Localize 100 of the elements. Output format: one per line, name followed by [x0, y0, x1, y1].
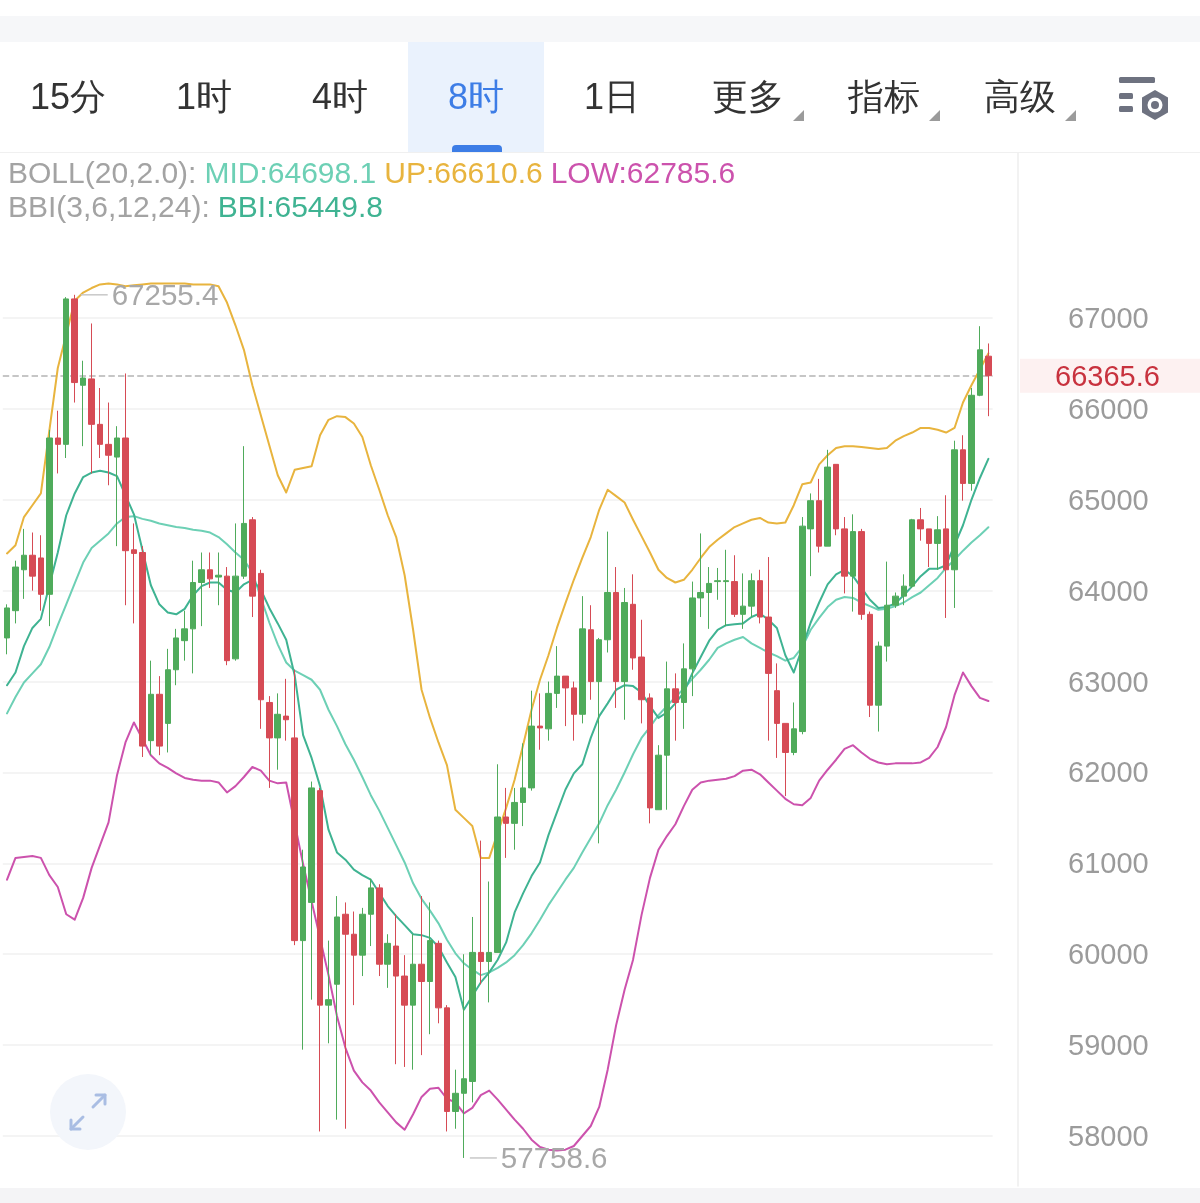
candlestick — [588, 604, 594, 701]
candlestick — [12, 560, 19, 624]
candlestick — [791, 701, 797, 756]
candlestick — [604, 531, 611, 653]
candlestick — [190, 560, 196, 674]
candlestick — [38, 534, 44, 612]
candlestick — [300, 849, 306, 1051]
candlestick — [215, 552, 222, 606]
candlestick — [461, 953, 467, 1159]
candlestick — [478, 840, 484, 985]
text: BBI:65449.8 — [217, 190, 383, 223]
text: 15分 — [29, 75, 107, 119]
candlestick — [351, 911, 357, 1006]
candlestick — [156, 675, 163, 756]
candlestick — [841, 516, 848, 594]
candlestick — [824, 449, 831, 547]
candlestick — [545, 681, 552, 742]
candlestick — [80, 360, 86, 447]
candlestick — [951, 440, 958, 609]
candlestick — [334, 895, 340, 1121]
candlestick — [401, 954, 408, 1068]
candlestick — [393, 913, 399, 1065]
candlestick — [21, 528, 27, 600]
candlestick — [562, 675, 569, 727]
line-series — [6, 457, 990, 1011]
y-tick-label: 67000 — [1068, 302, 1149, 335]
candlestick — [46, 429, 53, 627]
candlestick — [630, 573, 636, 671]
candlestick — [765, 556, 772, 742]
candlestick — [554, 645, 560, 709]
text: MID:64698.1 — [204, 156, 377, 189]
candlestick — [968, 387, 975, 492]
y-tick-label: 60000 — [1068, 938, 1149, 971]
candlestick — [444, 1004, 450, 1132]
candlestick — [681, 642, 687, 730]
candlestick — [63, 296, 69, 459]
candlestick — [917, 507, 924, 542]
candlestick — [29, 532, 36, 592]
candlestick — [139, 545, 146, 758]
candlestick — [638, 619, 645, 724]
candlestick — [723, 549, 729, 627]
candlestick — [571, 681, 577, 742]
candlestick — [494, 763, 501, 953]
candlestick — [621, 587, 628, 721]
candlestick — [782, 722, 789, 797]
candlestick — [884, 561, 890, 663]
text: 1日 — [583, 75, 641, 119]
candlestick — [342, 901, 349, 1130]
candlestick — [875, 641, 882, 733]
candlestick — [647, 692, 653, 824]
candlestick — [266, 695, 273, 789]
candlestick — [943, 494, 949, 619]
candlestick — [934, 515, 941, 571]
candlestick — [308, 781, 315, 1001]
candlestick — [283, 678, 289, 742]
candlestick — [613, 566, 619, 709]
candlestick — [511, 787, 518, 851]
candlestick — [173, 628, 179, 686]
candlestick — [291, 669, 298, 946]
candlestick — [207, 552, 213, 589]
text: 8时 — [447, 75, 505, 119]
candlestick — [655, 744, 662, 811]
candlestick — [198, 552, 205, 627]
candlestick — [901, 573, 907, 606]
candlestick — [249, 516, 256, 618]
y-tick-label: 58000 — [1068, 1120, 1149, 1153]
candlestick — [469, 916, 476, 1103]
candlestick — [165, 648, 171, 753]
candlestick — [148, 660, 154, 756]
candlestick — [4, 603, 10, 655]
candlestick — [748, 572, 755, 618]
y-tick-label: 63000 — [1068, 665, 1149, 698]
text: LOW:62785.6 — [550, 156, 736, 189]
candlestick — [427, 901, 433, 1035]
candlestick — [528, 690, 535, 792]
y-tick-label: 61000 — [1068, 847, 1149, 880]
candlestick — [97, 387, 103, 459]
candlestick — [325, 940, 332, 1044]
candlestick — [359, 907, 366, 977]
candlestick — [232, 522, 239, 662]
candlestick — [537, 692, 543, 751]
candlestick — [850, 513, 856, 613]
y-tick-label: 59000 — [1068, 1029, 1149, 1062]
candlestick — [88, 322, 95, 474]
candlestick — [224, 566, 230, 666]
candlestick — [241, 445, 247, 580]
candlestick — [274, 692, 281, 771]
y-tick-label: 62000 — [1068, 756, 1149, 789]
candlestick — [740, 572, 746, 630]
candlestick — [672, 672, 679, 742]
candlestick — [520, 742, 526, 827]
candlestick — [892, 592, 899, 609]
y-tick-label: 65000 — [1068, 483, 1149, 516]
candlestick — [926, 528, 932, 568]
text: 更多 — [712, 75, 784, 119]
candlestick — [410, 933, 416, 1071]
candlestick — [105, 402, 112, 486]
candlestick — [816, 478, 822, 554]
annotation: 67255.4 — [111, 278, 219, 312]
candlestick — [503, 787, 509, 859]
